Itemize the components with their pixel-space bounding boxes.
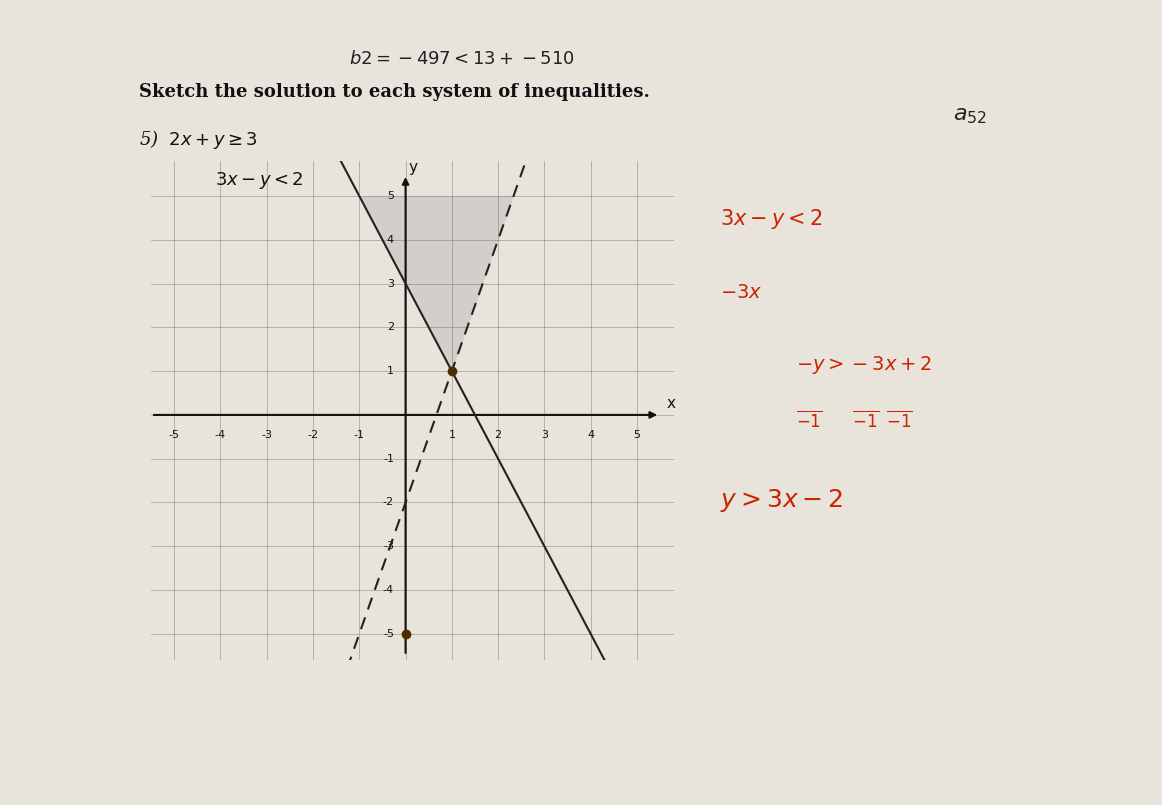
- Text: 2: 2: [495, 430, 502, 440]
- Text: -1: -1: [353, 430, 365, 440]
- Text: 2: 2: [387, 322, 394, 332]
- Text: Sketch the solution to each system of inequalities.: Sketch the solution to each system of in…: [139, 83, 651, 101]
- Text: $-y > -3x+2$: $-y > -3x+2$: [796, 354, 932, 376]
- Text: -4: -4: [215, 430, 227, 440]
- Text: -2: -2: [308, 430, 318, 440]
- Text: -2: -2: [382, 497, 394, 507]
- Text: $\overline{-1} \qquad \overline{-1}\;\; \overline{-1}$: $\overline{-1} \qquad \overline{-1}\;\; …: [796, 410, 913, 431]
- Text: $-3x$: $-3x$: [720, 284, 763, 302]
- Text: 1: 1: [387, 366, 394, 376]
- Text: $3x - y < 2$: $3x - y < 2$: [215, 170, 303, 191]
- Text: $a_{52}$: $a_{52}$: [953, 105, 987, 126]
- Text: y: y: [408, 160, 417, 175]
- Text: -1: -1: [383, 454, 394, 464]
- Text: 4: 4: [587, 430, 594, 440]
- Text: -5: -5: [383, 629, 394, 639]
- Text: $y > 3x - 2$: $y > 3x - 2$: [720, 487, 844, 514]
- Text: -3: -3: [383, 541, 394, 551]
- Text: 5: 5: [633, 430, 640, 440]
- Text: $3x - y < 2$: $3x - y < 2$: [720, 208, 823, 231]
- Text: -3: -3: [261, 430, 272, 440]
- Text: 5: 5: [387, 191, 394, 201]
- Text: x: x: [667, 396, 676, 411]
- Text: 3: 3: [387, 279, 394, 288]
- Text: 5)  $2x + y \geq 3$: 5) $2x + y \geq 3$: [139, 128, 258, 151]
- Text: 4: 4: [387, 235, 394, 245]
- Text: 3: 3: [540, 430, 548, 440]
- Text: -5: -5: [168, 430, 180, 440]
- Text: $b2 = -497 < 13 + -510$: $b2 = -497 < 13 + -510$: [349, 51, 574, 68]
- Text: 1: 1: [449, 430, 456, 440]
- Text: -4: -4: [382, 585, 394, 595]
